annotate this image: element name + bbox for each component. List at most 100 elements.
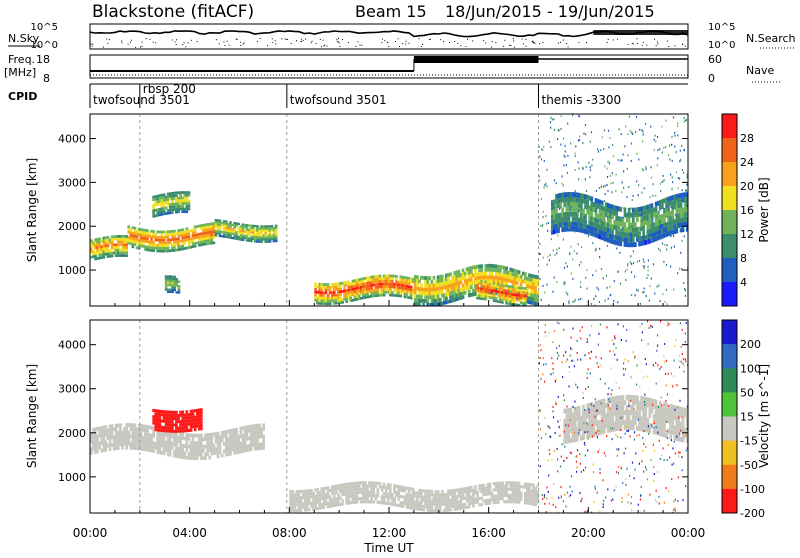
power-cell xyxy=(186,228,189,231)
power-noise-cell xyxy=(618,271,619,273)
power-noise-cell xyxy=(550,127,551,129)
power-noise-cell xyxy=(652,220,653,222)
power-cell xyxy=(161,233,164,236)
power-noise-cell xyxy=(567,123,568,125)
power-noise-cell xyxy=(550,117,551,119)
power-cell xyxy=(178,287,181,289)
velocity-noise-cell xyxy=(659,368,660,370)
power-cell xyxy=(399,295,402,298)
power-cell xyxy=(152,212,155,215)
velocity-cell xyxy=(200,434,203,438)
power-noise-cell xyxy=(644,187,645,189)
velocity-noise-cell xyxy=(631,496,632,498)
nsearch-point xyxy=(281,38,282,39)
nsearch-point xyxy=(440,39,441,40)
power-cell xyxy=(136,236,139,239)
velocity-cell xyxy=(125,427,128,431)
power-noise-cell xyxy=(628,186,629,188)
power-noise-cell xyxy=(605,300,606,302)
power-cell xyxy=(117,246,120,249)
velocity-noise-cell xyxy=(563,355,564,357)
power-noise-cell xyxy=(614,280,615,282)
velocity-cell xyxy=(464,503,467,506)
velocity-cell xyxy=(105,448,108,452)
velocity-cell xyxy=(520,495,523,498)
velocity-noise-cell xyxy=(654,473,655,475)
velocity-noise-cell xyxy=(628,405,629,407)
power-noise-cell xyxy=(631,294,632,296)
velocity-cell xyxy=(379,482,382,485)
velocity-cell xyxy=(111,432,114,436)
power-noise-cell xyxy=(656,215,657,217)
power-noise-cell xyxy=(633,262,634,264)
velocity-noise-cell xyxy=(594,501,595,503)
power-cell xyxy=(395,275,398,278)
power-noise-cell xyxy=(624,228,625,230)
velocity-cell xyxy=(117,446,120,450)
power-cell xyxy=(181,205,184,208)
power-cell xyxy=(321,289,324,292)
velocity-noise-cell xyxy=(544,417,545,419)
nsearch-point xyxy=(356,46,357,47)
nsearch-point xyxy=(91,44,92,45)
velocity-noise-cell xyxy=(620,437,621,439)
nsearch-point xyxy=(225,45,226,46)
power-noise-cell xyxy=(670,174,671,176)
power-noise-cell xyxy=(684,235,685,237)
velocity-cell xyxy=(412,488,415,491)
nsearch-point xyxy=(358,41,359,42)
power-cell xyxy=(177,237,180,240)
power-cell xyxy=(634,242,637,247)
power-cell xyxy=(173,276,176,278)
power-noise-cell xyxy=(671,201,672,203)
velocity-cell xyxy=(372,491,375,494)
velocity-cell xyxy=(375,497,378,500)
velocity-cell xyxy=(316,488,319,491)
velocity-noise-cell xyxy=(674,345,675,347)
power-noise-cell xyxy=(680,150,681,152)
power-noise-cell xyxy=(586,269,587,271)
power-noise-cell xyxy=(581,208,582,210)
power-cell xyxy=(534,286,537,290)
power-noise-cell xyxy=(612,182,613,184)
nsearch-point xyxy=(503,46,504,47)
power-cell xyxy=(98,243,101,246)
velocity-cell xyxy=(200,408,203,411)
power-noise-cell xyxy=(543,186,544,188)
velocity-cell xyxy=(152,434,155,438)
velocity-noise-cell xyxy=(682,363,683,365)
power-cell xyxy=(194,231,197,234)
power-noise-cell xyxy=(651,239,652,241)
velocity-noise-cell xyxy=(653,466,654,468)
velocity-noise-cell xyxy=(634,408,635,410)
velocity-noise-cell xyxy=(668,444,669,446)
power-noise-cell xyxy=(631,143,632,145)
power-noise-cell xyxy=(680,159,681,161)
power-noise-cell xyxy=(682,169,683,171)
power-noise-cell xyxy=(590,166,591,168)
power-noise-cell xyxy=(585,178,586,180)
velocity-noise-cell xyxy=(621,339,622,341)
velocity-cell xyxy=(337,494,340,497)
velocity-noise-cell xyxy=(563,329,564,331)
power-cell xyxy=(518,270,521,274)
power-noise-cell xyxy=(541,198,542,200)
power-noise-cell xyxy=(585,133,586,135)
velocity-cell xyxy=(372,488,375,491)
nsearch-point xyxy=(419,38,420,39)
power-noise-cell xyxy=(557,235,558,237)
velocity-noise-cell xyxy=(648,343,649,345)
velocity-noise-cell xyxy=(557,458,558,460)
power-noise-cell xyxy=(582,142,583,144)
velocity-noise-cell xyxy=(630,502,631,504)
plot-title: Blackstone (fitACF) xyxy=(92,2,254,22)
velocity-cell xyxy=(134,423,137,427)
velocity-noise-cell xyxy=(685,333,686,335)
velocity-noise-cell xyxy=(607,393,608,395)
velocity-noise-cell xyxy=(646,469,647,471)
velocity-cell xyxy=(258,424,261,428)
nsearch-point xyxy=(219,43,220,44)
velocity-cell xyxy=(628,415,631,420)
power-cell xyxy=(169,241,172,244)
